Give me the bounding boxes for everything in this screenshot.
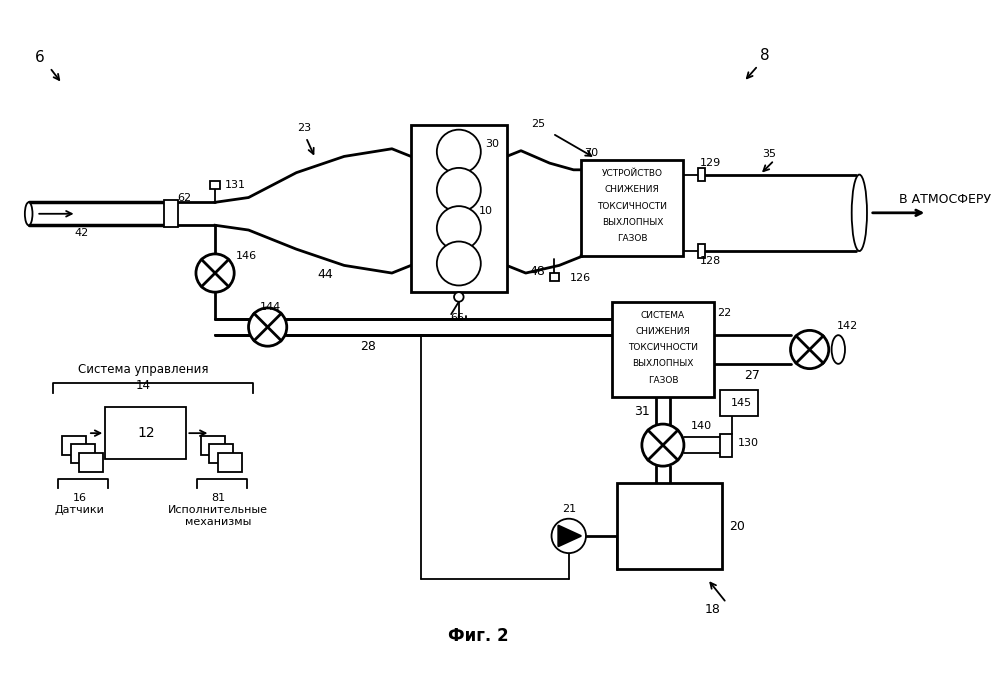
Bar (210, 444, 233, 463)
Text: 12: 12 (137, 426, 155, 440)
Text: ТОКСИЧНОСТИ: ТОКСИЧНОСТИ (628, 343, 698, 352)
Bar (71, 444, 95, 463)
Circle shape (196, 254, 234, 292)
Text: 27: 27 (744, 369, 760, 382)
Text: 62: 62 (178, 193, 192, 203)
Text: Датчики: Датчики (54, 505, 104, 515)
Text: Исполнительные: Исполнительные (168, 505, 268, 515)
Bar (581, 160, 683, 256)
Text: 126: 126 (569, 273, 590, 283)
Text: 70: 70 (584, 148, 598, 157)
Ellipse shape (852, 175, 867, 251)
Bar (62, 435, 86, 455)
Text: СНИЖЕНИЯ: СНИЖЕНИЯ (635, 327, 690, 336)
Text: ГАЗОВ: ГАЗОВ (617, 234, 647, 243)
Text: СНИЖЕНИЯ: СНИЖЕНИЯ (605, 185, 659, 195)
Circle shape (790, 330, 829, 369)
Bar (616, 483, 721, 570)
Bar (720, 390, 758, 416)
Bar (611, 302, 714, 397)
Text: 140: 140 (690, 421, 711, 431)
Bar (720, 434, 731, 456)
Ellipse shape (831, 335, 845, 364)
Text: 66: 66 (450, 313, 464, 323)
Circle shape (437, 129, 481, 174)
Bar (79, 453, 103, 472)
Text: механизмы: механизмы (185, 517, 251, 527)
Circle shape (454, 292, 464, 302)
Text: 81: 81 (211, 493, 225, 502)
Text: 8: 8 (760, 47, 769, 62)
Bar (218, 453, 242, 472)
Text: 145: 145 (730, 398, 752, 408)
Text: 14: 14 (136, 379, 151, 393)
Bar (165, 201, 178, 227)
Text: 22: 22 (717, 308, 731, 318)
Text: Фиг. 2: Фиг. 2 (448, 627, 508, 645)
Text: 142: 142 (837, 321, 858, 331)
Circle shape (551, 519, 586, 553)
Text: ТОКСИЧНОСТИ: ТОКСИЧНОСТИ (597, 201, 667, 211)
Text: 144: 144 (260, 302, 281, 313)
Text: 35: 35 (762, 148, 776, 159)
Text: 23: 23 (297, 123, 311, 133)
Circle shape (437, 168, 481, 212)
Text: 10: 10 (479, 206, 493, 216)
Text: 25: 25 (531, 119, 545, 129)
Text: 20: 20 (729, 520, 745, 533)
Text: 16: 16 (72, 493, 86, 502)
Text: ВЫХЛОПНЫХ: ВЫХЛОПНЫХ (601, 218, 663, 227)
Bar (105, 407, 187, 460)
Text: 129: 129 (699, 158, 721, 168)
Bar (697, 168, 705, 181)
Text: Система управления: Система управления (78, 363, 209, 376)
Circle shape (437, 206, 481, 250)
Bar (411, 125, 506, 292)
Text: 18: 18 (704, 603, 720, 616)
Ellipse shape (25, 202, 33, 225)
Circle shape (437, 241, 481, 285)
Bar (549, 273, 559, 281)
Text: ВЫХЛОПНЫХ: ВЫХЛОПНЫХ (632, 359, 693, 368)
Circle shape (249, 308, 287, 346)
Bar (211, 181, 220, 189)
Text: 128: 128 (699, 256, 721, 266)
Text: 48: 48 (529, 264, 545, 277)
Text: СИСТЕМА: СИСТЕМА (640, 311, 685, 319)
Text: 130: 130 (737, 438, 758, 448)
Text: 30: 30 (486, 139, 500, 149)
Text: 21: 21 (561, 504, 575, 514)
Text: 146: 146 (236, 251, 257, 261)
Text: В АТМОСФЕРУ: В АТМОСФЕРУ (898, 193, 991, 206)
Bar (697, 244, 705, 258)
Bar (201, 435, 225, 455)
Text: 42: 42 (74, 228, 88, 238)
Text: 6: 6 (35, 50, 45, 66)
Text: 44: 44 (317, 268, 333, 281)
Text: ГАЗОВ: ГАЗОВ (647, 376, 678, 384)
Text: 31: 31 (634, 405, 649, 418)
Text: 28: 28 (360, 340, 376, 353)
Text: УСТРОЙСТВО: УСТРОЙСТВО (601, 169, 662, 178)
Text: 131: 131 (225, 180, 246, 190)
Circle shape (642, 424, 684, 466)
Polygon shape (558, 525, 581, 546)
